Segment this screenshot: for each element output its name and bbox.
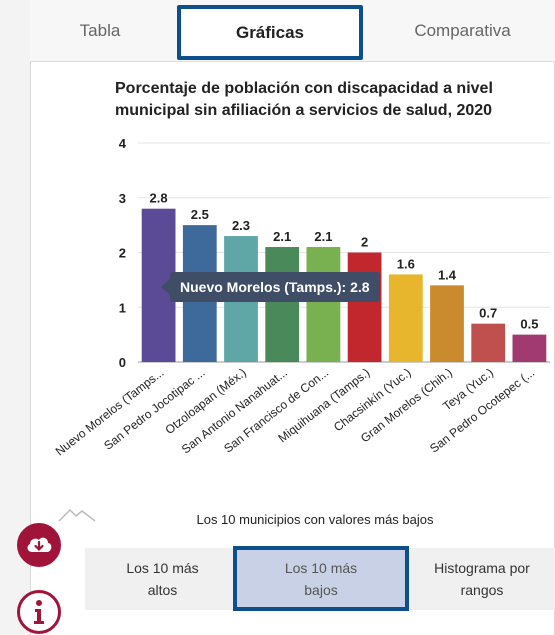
option-label: Los 10 más altos: [126, 560, 199, 598]
mountain-logo-icon: [58, 508, 96, 522]
data-label: 2.1: [273, 229, 291, 244]
bar[interactable]: [512, 334, 547, 362]
data-label: 1.6: [397, 256, 415, 271]
data-label: 2.3: [232, 218, 250, 233]
info-icon: [34, 600, 44, 624]
tab-graficas[interactable]: Gráficas: [177, 5, 363, 60]
info-button[interactable]: [17, 590, 61, 634]
y-tick-label: 4: [119, 136, 127, 151]
view-tabs: Tabla Gráficas Comparativa: [30, 0, 555, 62]
y-tick-label: 2: [119, 246, 126, 261]
chart-footnote: Los 10 municipios con valores más bajos: [196, 512, 434, 527]
tab-tabla[interactable]: Tabla: [79, 21, 121, 40]
bar[interactable]: [347, 252, 382, 363]
option-top-10-highest[interactable]: Los 10 más altos: [95, 548, 230, 610]
option-top-10-lowest[interactable]: Los 10 más bajos: [233, 546, 409, 611]
bar[interactable]: [265, 247, 300, 362]
chart-title: Porcentaje de población con discapacidad…: [115, 80, 493, 119]
bar[interactable]: [430, 285, 464, 362]
download-button[interactable]: [17, 523, 61, 567]
bar[interactable]: [388, 274, 423, 362]
option-histogram[interactable]: Histograma por rangos: [412, 548, 552, 610]
tab-comparativa[interactable]: Comparativa: [414, 21, 511, 40]
data-label: 2.8: [150, 191, 168, 206]
data-label: 2.5: [191, 207, 209, 222]
bar[interactable]: [306, 247, 341, 362]
data-label: 2.1: [314, 229, 332, 244]
chart-tooltip: Nuevo Morelos (Tamps.): 2.8: [161, 272, 380, 302]
bar[interactable]: [471, 323, 506, 362]
y-tick-label: 0: [119, 355, 126, 370]
option-label: Histograma por rangos: [434, 560, 530, 598]
option-label: Los 10 más bajos: [284, 559, 358, 598]
data-label: 0.5: [520, 317, 538, 332]
cloud-download-icon: [27, 537, 52, 552]
y-tick-label: 3: [119, 191, 126, 206]
data-label: 1.4: [438, 267, 457, 282]
y-tick-label: 1: [119, 300, 126, 315]
data-label: 0.7: [479, 306, 497, 321]
data-label: 2: [361, 235, 368, 250]
